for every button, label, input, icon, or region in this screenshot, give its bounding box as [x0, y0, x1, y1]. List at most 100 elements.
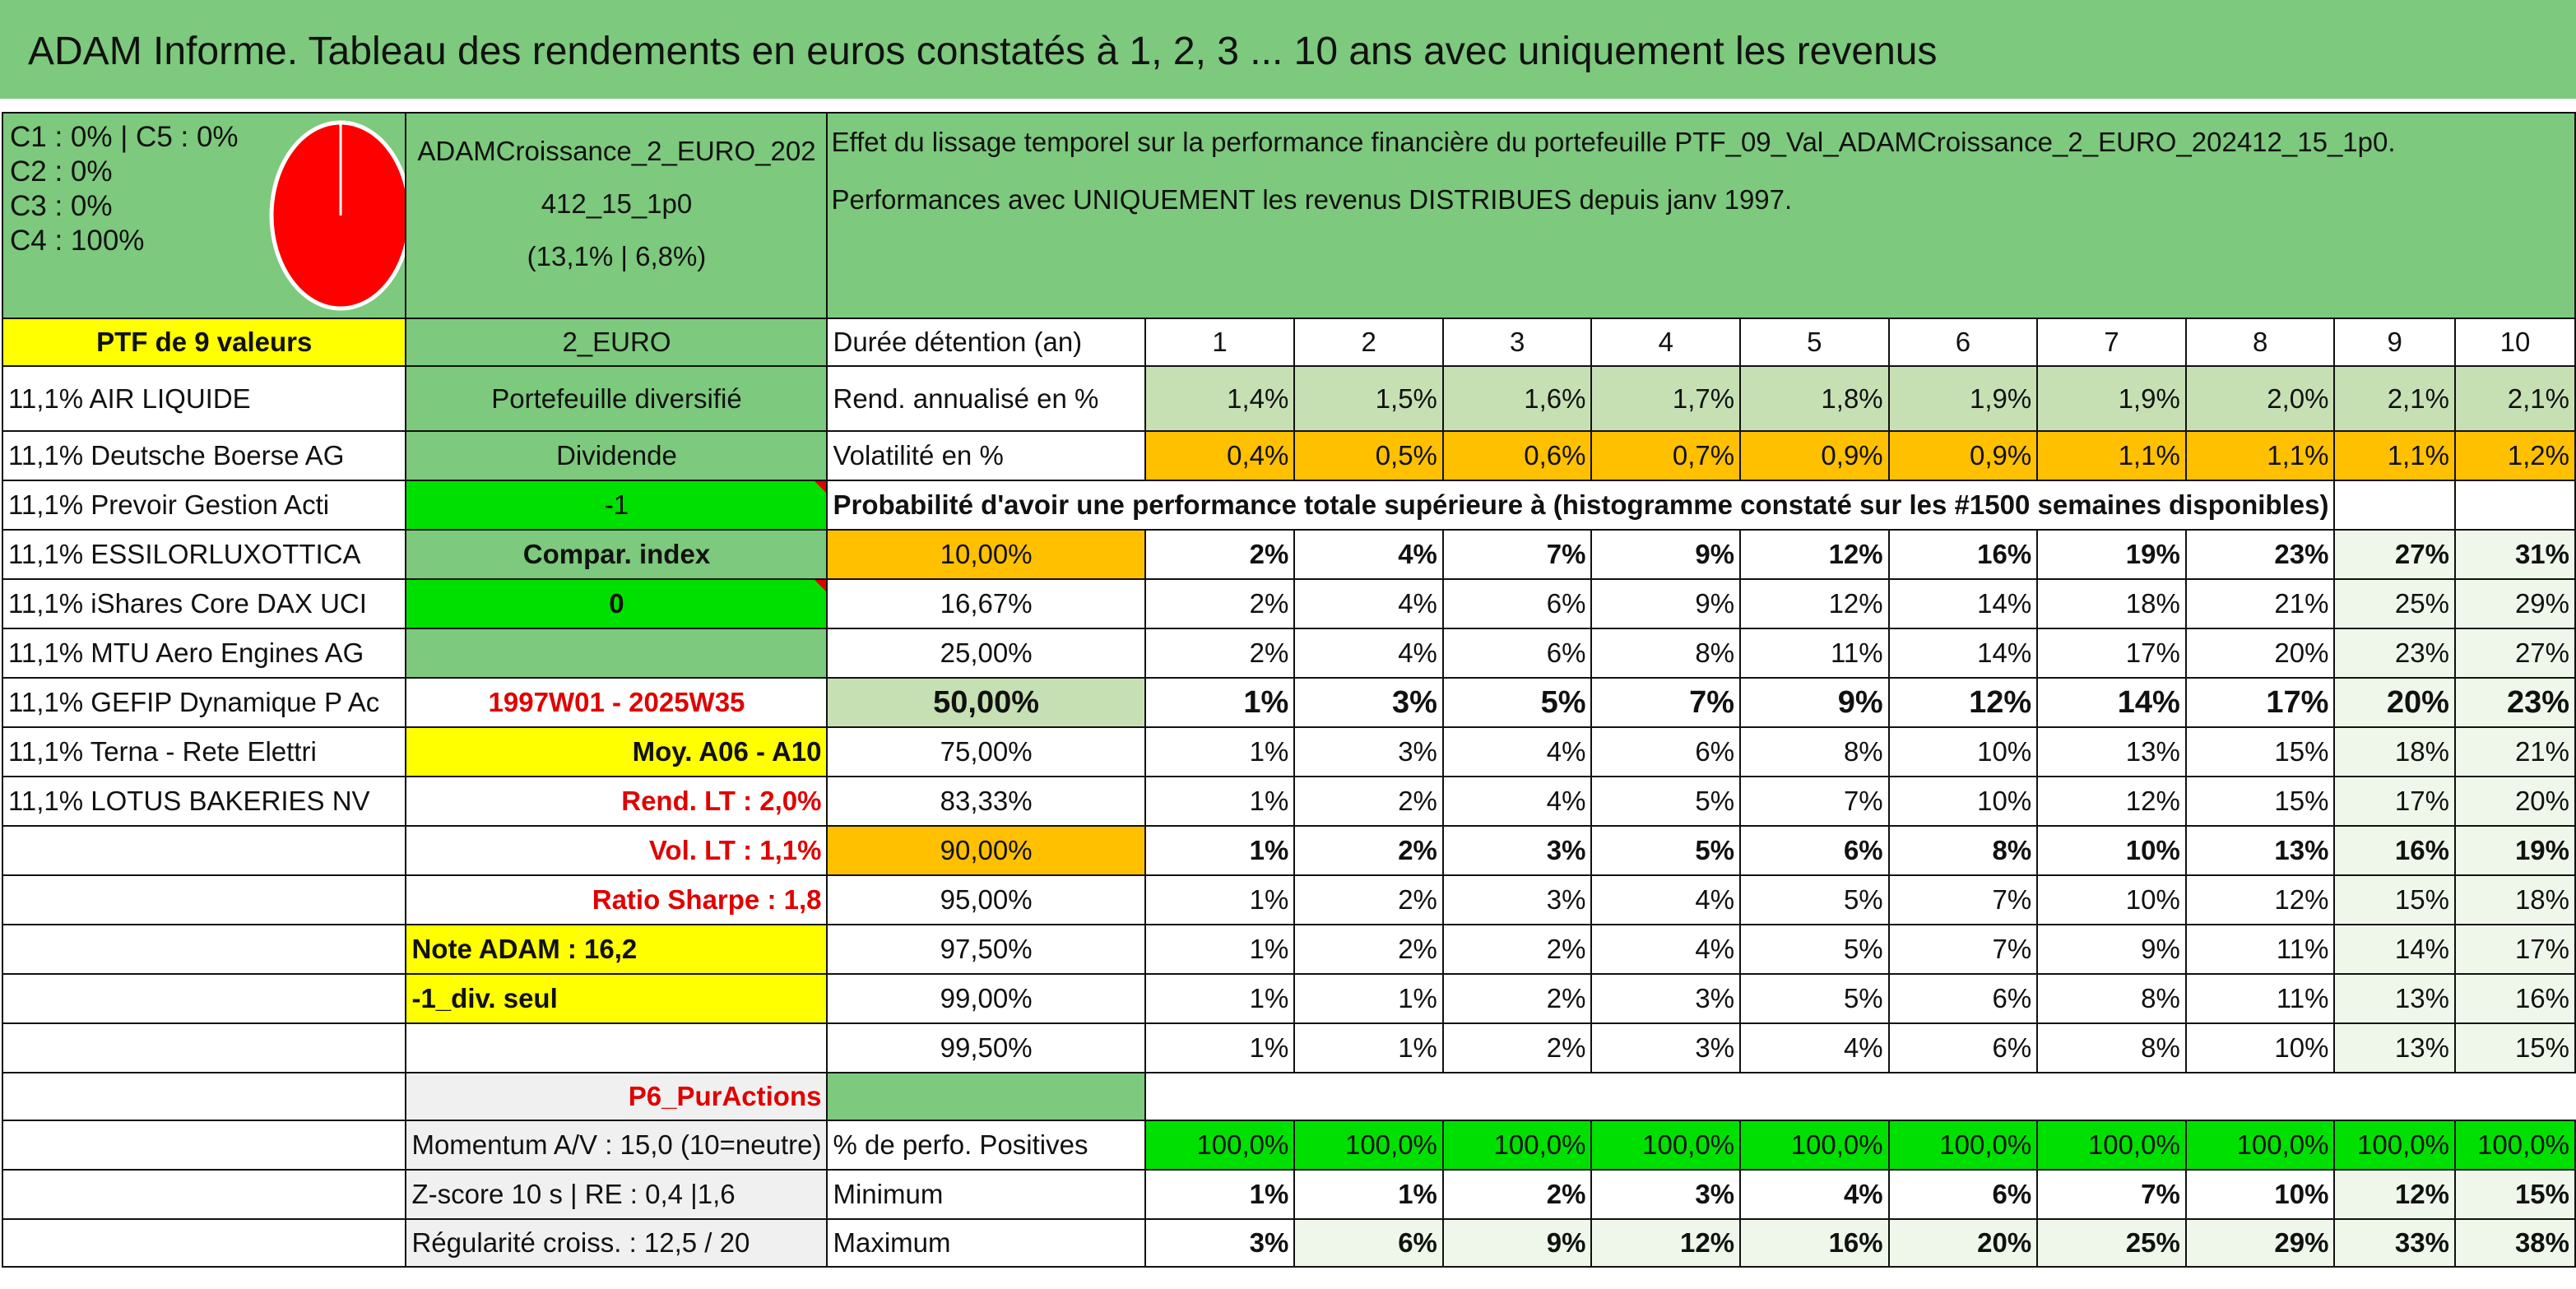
- prob-value: 16%: [2453, 973, 2576, 1024]
- vol-y3: 0,6%: [1441, 430, 1593, 481]
- zscore: Z-score 10 s | RE : 0,4 |1,6: [405, 1169, 828, 1220]
- vol-label: Volatilité en %: [826, 430, 1146, 481]
- prob-value: 12%: [2184, 874, 2336, 925]
- composition-line: C4 : 100%: [10, 225, 145, 257]
- prob-value: 2%: [1441, 1022, 1593, 1073]
- returns-grid: C1 : 0% | C5 : 0% C2 : 0% C3 : 0% C4 : 100%…: [1, 112, 2576, 1268]
- prob-value: 15%: [2184, 776, 2336, 827]
- vol-y9: 1,1%: [2333, 430, 2456, 481]
- prob-value: 2%: [1293, 776, 1444, 827]
- prob-value: 15%: [2184, 726, 2336, 777]
- prob-threshold: 90,00%: [826, 825, 1146, 876]
- vol-y7: 1,1%: [2036, 430, 2187, 481]
- div-seul: -1_div. seul: [405, 973, 828, 1024]
- allocation-pie-chart: [269, 120, 405, 311]
- prob-value: 12%: [1887, 677, 2039, 728]
- year-header: 5: [1739, 318, 1890, 367]
- prob-value: 29%: [2453, 578, 2576, 629]
- prob-value: 5%: [1590, 776, 1742, 827]
- page-title: ADAM Informe. Tableau des rendements en …: [0, 0, 2576, 99]
- fund-stats: (13,1% | 6,8%): [527, 241, 707, 271]
- vol-y4: 0,7%: [1590, 430, 1742, 481]
- pos-label: % de perfo. Positives: [826, 1120, 1146, 1171]
- prob-value: 13%: [2036, 726, 2187, 777]
- dividend-label: Dividende: [405, 430, 828, 481]
- prob-value: 6%: [1739, 825, 1890, 876]
- prob-value: 20%: [2184, 628, 2336, 679]
- prob-value: 6%: [1887, 973, 2039, 1024]
- holding: 11,1% ESSILORLUXOTTICA: [1, 529, 407, 580]
- regularite: Régularité croiss. : 12,5 / 20: [405, 1218, 828, 1268]
- prob-value: 10%: [2036, 874, 2187, 925]
- prob-value: 10%: [2036, 825, 2187, 876]
- compar-label: Compar. index: [405, 529, 828, 580]
- prob-value: 2%: [1144, 578, 1296, 629]
- composition-line: C1 : 0% | C5 : 0%: [10, 121, 239, 153]
- prob-value: 10%: [1887, 776, 2039, 827]
- max-value: 3%: [1144, 1218, 1296, 1268]
- prob-value: 19%: [2453, 825, 2576, 876]
- empty-cell: [1, 924, 407, 975]
- prob-threshold: 97,50%: [826, 924, 1146, 975]
- prob-value: 17%: [2453, 924, 2576, 975]
- max-value: 20%: [1887, 1218, 2039, 1268]
- pos-y7: 100,0%: [2036, 1120, 2187, 1171]
- prob-value: 11%: [2184, 924, 2336, 975]
- pos-y5: 100,0%: [1739, 1120, 1890, 1171]
- prob-value: 3%: [1441, 825, 1593, 876]
- prob-value: 14%: [2333, 924, 2456, 975]
- holding: 11,1% GEFIP Dynamique P Ac: [1, 677, 407, 728]
- prob-threshold: 25,00%: [826, 628, 1146, 679]
- prob-value: 11%: [1739, 628, 1890, 679]
- vol-lt: Vol. LT : 1,1%: [405, 825, 828, 876]
- prob-value: 23%: [2184, 529, 2336, 580]
- title-gap: [0, 99, 2576, 112]
- prob-value: 15%: [2333, 874, 2456, 925]
- pos-y2: 100,0%: [1293, 1120, 1444, 1171]
- prob-value: 4%: [1293, 529, 1444, 580]
- prob-value: 12%: [1739, 578, 1890, 629]
- min-value: 4%: [1739, 1169, 1890, 1220]
- prob-value: 8%: [2036, 973, 2187, 1024]
- year-header: 10: [2453, 318, 2576, 367]
- rend-y10: 2,1%: [2453, 365, 2576, 432]
- prob-value: 3%: [1590, 973, 1742, 1024]
- rend-label: Rend. annualisé en %: [826, 365, 1146, 432]
- rend-y2: 1,5%: [1293, 365, 1444, 432]
- prob-threshold: 10,00%: [826, 529, 1146, 580]
- prob-threshold: 75,00%: [826, 726, 1146, 777]
- duration-label: Durée détention (an): [826, 318, 1146, 367]
- prob-value: 5%: [1739, 973, 1890, 1024]
- holding: 11,1% iShares Core DAX UCI: [1, 578, 407, 629]
- prob-value: 23%: [2453, 677, 2576, 728]
- vol-y10: 1,2%: [2453, 430, 2576, 481]
- min-label: Minimum: [826, 1169, 1146, 1220]
- pos-y8: 100,0%: [2184, 1120, 2336, 1171]
- composition-line: C2 : 0%: [10, 155, 113, 188]
- prob-value: 1%: [1144, 973, 1296, 1024]
- vol-y1: 0,4%: [1144, 430, 1296, 481]
- pos-y9: 100,0%: [2333, 1120, 2456, 1171]
- prob-value: 10%: [1887, 726, 2039, 777]
- min-value: 1%: [1144, 1169, 1296, 1220]
- fund-name: ADAMCroissance_2_EURO_202412_15_1p0: [417, 136, 816, 219]
- prob-threshold: 95,00%: [826, 874, 1146, 925]
- empty-green-cell: [826, 1072, 1146, 1121]
- prob-threshold: 50,00%: [826, 677, 1146, 728]
- prob-value: 3%: [1441, 874, 1593, 925]
- prob-value: 12%: [2036, 776, 2187, 827]
- prob-value: 8%: [1887, 825, 2039, 876]
- currency-label: 2_EURO: [405, 318, 828, 367]
- year-header: 3: [1441, 318, 1593, 367]
- max-label: Maximum: [826, 1218, 1146, 1268]
- prob-value: 3%: [1590, 1022, 1742, 1073]
- vol-y6: 0,9%: [1887, 430, 2039, 481]
- min-value: 2%: [1441, 1169, 1593, 1220]
- prob-value: 1%: [1293, 1022, 1444, 1073]
- empty-cell: [1, 874, 407, 925]
- empty-cell: [1, 1120, 407, 1171]
- composition-line: C3 : 0%: [10, 190, 113, 222]
- prob-value: 17%: [2036, 628, 2187, 679]
- prob-value: 9%: [1590, 578, 1742, 629]
- prob-value: 14%: [2036, 677, 2187, 728]
